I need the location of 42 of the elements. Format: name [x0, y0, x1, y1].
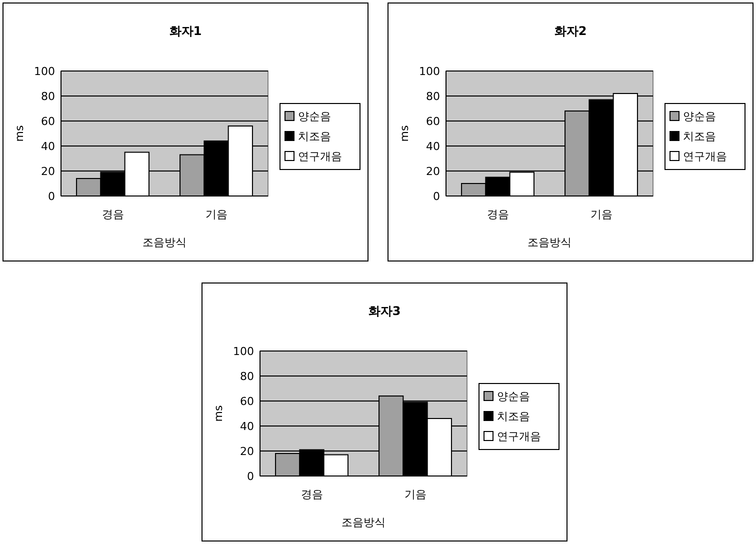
x-tick-label: 기음 — [590, 208, 612, 221]
chart-title: 화자2 — [554, 24, 587, 38]
y-tick-label: 80 — [240, 370, 254, 383]
chart-title: 화자1 — [169, 24, 202, 38]
legend-label: 연구개음 — [497, 430, 541, 443]
legend-label: 양순음 — [497, 390, 530, 403]
y-tick-label: 60 — [426, 114, 440, 128]
legend-label: 연구개음 — [683, 150, 727, 163]
chart-title: 화자3 — [368, 304, 401, 318]
y-tick-label: 20 — [41, 164, 55, 178]
y-tick-label: 60 — [41, 114, 55, 128]
x-tick-label: 경음 — [102, 208, 124, 221]
y-tick-label: 40 — [426, 140, 440, 153]
legend-label: 연구개음 — [298, 150, 342, 163]
y-tick-label: 20 — [426, 164, 440, 178]
y-tick-label: 0 — [247, 470, 254, 483]
y-tick-label: 100 — [419, 64, 440, 78]
y-tick-label: 80 — [41, 90, 55, 103]
y-tick-label: 20 — [240, 444, 254, 458]
x-axis-title: 조음방식 — [142, 236, 186, 249]
x-axis-title: 조음방식 — [342, 516, 386, 529]
y-axis-title: ms — [13, 125, 26, 142]
y-axis-title: ms — [212, 405, 225, 422]
x-tick-label: 경음 — [300, 488, 323, 501]
y-tick-label: 40 — [41, 140, 55, 153]
x-tick-label: 경음 — [486, 208, 509, 221]
legend-label: 치조음 — [298, 130, 331, 143]
x-tick-label: 기음 — [205, 208, 228, 221]
x-tick-label: 기음 — [404, 488, 426, 501]
y-axis-title: ms — [398, 125, 411, 142]
y-tick-label: 100 — [34, 64, 55, 78]
y-tick-label: 100 — [233, 344, 254, 358]
legend-label: 양순음 — [298, 110, 331, 123]
x-axis-title: 조음방식 — [528, 236, 572, 249]
y-tick-label: 60 — [240, 394, 254, 408]
y-tick-label: 0 — [433, 190, 440, 203]
y-tick-label: 40 — [240, 420, 254, 433]
y-tick-label: 80 — [426, 90, 440, 103]
legend-label: 치조음 — [497, 410, 530, 423]
legend-label: 치조음 — [683, 130, 716, 143]
legend-label: 양순음 — [683, 110, 716, 123]
y-tick-label: 0 — [48, 190, 55, 203]
